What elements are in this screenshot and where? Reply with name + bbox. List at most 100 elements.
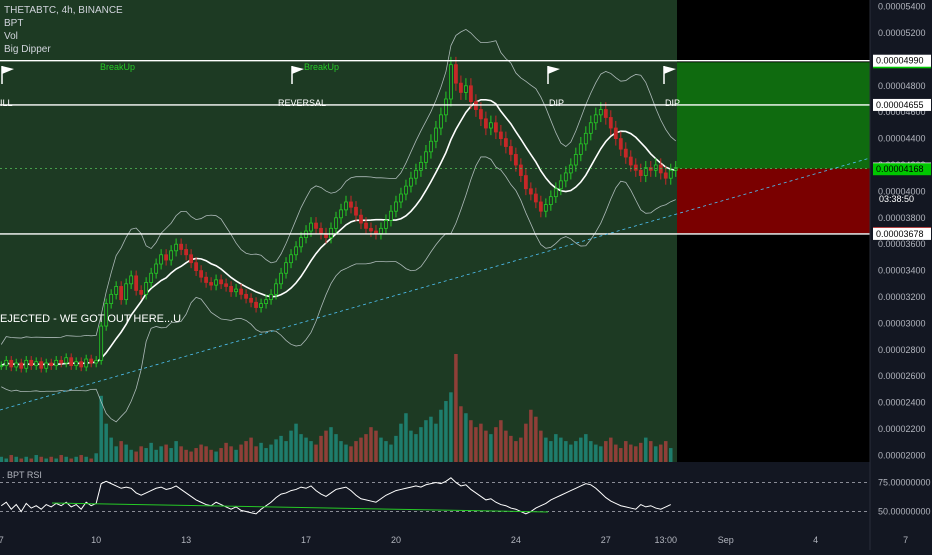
candle-body [339, 209, 343, 219]
left-label: ILL [0, 98, 13, 108]
flag-icon [292, 66, 304, 74]
volume-bar [234, 449, 238, 462]
volume-bar [539, 430, 543, 462]
y-tick-label: 0.00002400 [878, 398, 926, 408]
candle-body [9, 359, 14, 368]
rsi-panel [0, 465, 870, 529]
candle-body [628, 156, 633, 166]
breakup-label: BreakUp [100, 62, 135, 72]
candle-body [469, 85, 473, 103]
volume-bar [574, 441, 578, 462]
volume-bar [594, 444, 598, 462]
volume-bar [604, 441, 608, 462]
price-tag [873, 163, 931, 176]
volume-bar [509, 435, 513, 462]
candle-body [19, 362, 24, 369]
volume-bar [104, 423, 108, 462]
indicator-bpt[interactable]: BPT [4, 18, 24, 29]
price-tag [873, 54, 931, 67]
candle-body [259, 303, 263, 308]
moving-average [0, 98, 676, 367]
candle-body [419, 161, 423, 171]
candle-body [334, 217, 338, 229]
candle-body [518, 164, 523, 176]
candle-body [14, 362, 19, 368]
symbol-line[interactable]: THETABTC, 4h, BINANCE [4, 5, 123, 16]
y-tick-label: 0.00003200 [878, 292, 926, 302]
volume-bar [229, 446, 233, 462]
volume-bar [109, 437, 113, 462]
volume-bar [649, 441, 653, 462]
candle-body [354, 206, 358, 216]
volume-bar [529, 409, 533, 462]
volume-bar [634, 446, 638, 462]
volume-bar [484, 430, 488, 462]
dip-label: DIP [665, 98, 680, 108]
candle-body [349, 201, 353, 208]
candle-body [64, 357, 69, 364]
volume-bar [254, 446, 258, 462]
volume-bar [244, 441, 248, 462]
candle-body [274, 283, 278, 295]
volume-bar [464, 413, 468, 462]
volume-bar [309, 441, 313, 462]
candle-body [294, 246, 298, 256]
candle-body [109, 293, 114, 304]
volume-bar [279, 435, 283, 462]
indicator-vol[interactable]: Vol [4, 31, 18, 42]
candle-body [344, 201, 348, 211]
volume-bar [564, 441, 568, 462]
candle-body [4, 359, 9, 367]
candle-body [279, 272, 283, 285]
volume-bar [324, 430, 328, 462]
candle-body [249, 297, 253, 303]
candle-body [49, 362, 54, 367]
volume-bar [379, 437, 383, 462]
volume-bar [414, 434, 418, 462]
volume-bar [319, 435, 323, 462]
volume-bar [139, 446, 143, 462]
candle-body [394, 201, 398, 212]
volume-bar [59, 455, 63, 462]
volume-bar [554, 434, 558, 462]
candle-body [558, 180, 563, 190]
volume-bar [39, 456, 43, 462]
candle-body [219, 279, 223, 285]
volume-bar [259, 442, 263, 462]
volume-bar [549, 441, 553, 462]
candle-body [54, 359, 59, 367]
rejected-label: EJECTED - WE GOT OUT HERE...U [0, 313, 181, 325]
candle-body [588, 122, 593, 134]
volume-bar [654, 446, 658, 462]
candle-body [399, 193, 403, 203]
candle-body [94, 359, 99, 364]
y-tick-label: 0.00002600 [878, 371, 926, 381]
volume-bar [514, 441, 518, 462]
indicator-big-dipper[interactable]: Big Dipper [4, 44, 51, 55]
y-tick-label: 0.00004600 [878, 107, 926, 117]
candle-body [79, 361, 84, 368]
volume-bar [184, 449, 188, 462]
candle-body [174, 243, 179, 252]
volume-bar [364, 434, 368, 462]
volume-bar [389, 444, 393, 462]
candle-body [119, 286, 124, 301]
x-tick-label: 27 [601, 535, 611, 545]
candle-body [214, 279, 218, 286]
volume-bar [449, 392, 453, 462]
volume-bar [474, 427, 478, 462]
volume-bar [94, 453, 98, 462]
price-tag [873, 227, 931, 240]
volume-bar [84, 456, 88, 462]
countdown-label: 03:38:50 [879, 194, 914, 204]
volume-bar [579, 437, 583, 462]
candle-body [593, 114, 598, 124]
volume-bar [609, 437, 613, 462]
candle-body [459, 82, 463, 93]
candle-body [264, 299, 268, 305]
volume-bar [659, 444, 663, 462]
candle-body [204, 276, 208, 283]
candle-body [553, 188, 558, 198]
